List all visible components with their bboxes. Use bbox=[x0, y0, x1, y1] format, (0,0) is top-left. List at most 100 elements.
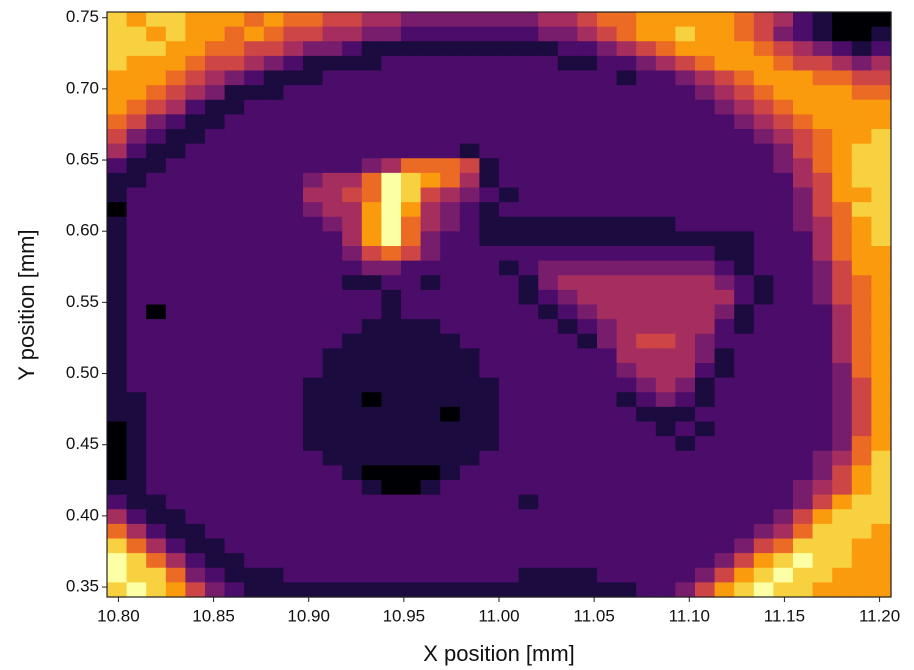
heatmap-cell bbox=[440, 187, 461, 203]
heatmap-cell bbox=[205, 216, 226, 232]
heatmap-cell bbox=[401, 99, 422, 115]
heatmap-cell bbox=[126, 363, 147, 379]
heatmap-cell bbox=[381, 70, 402, 86]
heatmap-cell bbox=[714, 55, 735, 72]
heatmap-cell bbox=[577, 85, 598, 101]
heatmap-cell bbox=[577, 582, 598, 598]
heatmap-cell bbox=[832, 304, 853, 320]
heatmap-cell bbox=[655, 172, 676, 189]
heatmap-cell bbox=[597, 436, 618, 452]
heatmap-cell bbox=[263, 465, 284, 481]
heatmap-cell bbox=[518, 12, 539, 28]
heatmap-cell bbox=[440, 55, 461, 72]
heatmap-cell bbox=[283, 231, 304, 247]
heatmap-cell bbox=[832, 480, 853, 496]
heatmap-cell bbox=[420, 99, 441, 115]
heatmap-cell bbox=[263, 70, 284, 86]
heatmap-cell bbox=[851, 187, 872, 203]
heatmap-cell bbox=[146, 231, 167, 247]
heatmap-cell bbox=[812, 260, 833, 276]
heatmap-cell bbox=[440, 216, 461, 232]
heatmap-cell bbox=[146, 392, 167, 408]
heatmap-cell bbox=[557, 377, 578, 393]
heatmap-cell bbox=[695, 99, 716, 115]
heatmap-cell bbox=[675, 436, 696, 452]
heatmap-cell bbox=[381, 538, 402, 554]
heatmap-cell bbox=[538, 363, 559, 379]
heatmap-cell bbox=[773, 538, 794, 554]
heatmap-cell bbox=[753, 26, 774, 42]
heatmap-cell bbox=[538, 406, 559, 423]
heatmap-cell bbox=[342, 114, 363, 130]
heatmap-cell bbox=[126, 494, 147, 510]
heatmap-cell bbox=[283, 187, 304, 203]
heatmap-cell bbox=[224, 41, 245, 57]
heatmap-cell bbox=[361, 55, 382, 72]
heatmap-cell bbox=[812, 55, 833, 72]
heatmap-cell bbox=[322, 333, 343, 349]
heatmap-cell bbox=[361, 41, 382, 57]
heatmap-cell bbox=[577, 246, 598, 262]
heatmap-cell bbox=[205, 70, 226, 86]
heatmap-cell bbox=[283, 363, 304, 379]
heatmap-cell bbox=[871, 114, 892, 130]
heatmap-cell bbox=[107, 260, 128, 276]
heatmap-cell bbox=[675, 85, 696, 101]
heatmap-cell bbox=[597, 26, 618, 42]
heatmap-cell bbox=[107, 363, 128, 379]
heatmap-cell bbox=[342, 480, 363, 496]
heatmap-cell bbox=[832, 158, 853, 174]
heatmap-cell bbox=[832, 538, 853, 554]
heatmap-cell bbox=[381, 523, 402, 540]
heatmap-cell bbox=[714, 231, 735, 247]
heatmap-cell bbox=[597, 41, 618, 57]
heatmap-cell bbox=[244, 202, 265, 218]
heatmap-cell bbox=[655, 12, 676, 28]
heatmap-cell bbox=[773, 509, 794, 525]
heatmap-cell bbox=[714, 172, 735, 189]
heatmap-cell bbox=[440, 538, 461, 554]
heatmap-cell bbox=[695, 450, 716, 466]
heatmap-cell bbox=[440, 246, 461, 262]
heatmap-cell bbox=[753, 319, 774, 335]
heatmap-cell bbox=[322, 553, 343, 569]
heatmap-cell bbox=[322, 231, 343, 247]
heatmap-cell bbox=[322, 567, 343, 583]
heatmap-cell bbox=[851, 582, 872, 598]
heatmap-cell bbox=[636, 421, 657, 437]
heatmap-cell bbox=[734, 567, 755, 583]
heatmap-cell bbox=[499, 421, 520, 437]
heatmap-cell bbox=[303, 363, 324, 379]
heatmap-cell bbox=[753, 567, 774, 583]
heatmap-cell bbox=[734, 114, 755, 130]
heatmap-cell bbox=[616, 187, 637, 203]
heatmap-cell bbox=[224, 246, 245, 262]
heatmap-cell bbox=[283, 85, 304, 101]
heatmap-cell bbox=[753, 216, 774, 232]
heatmap-cell bbox=[126, 70, 147, 86]
heatmap-cell bbox=[224, 333, 245, 349]
heatmap-cell bbox=[636, 289, 657, 306]
heatmap-cell bbox=[695, 494, 716, 510]
heatmap-cell bbox=[401, 260, 422, 276]
heatmap-cell bbox=[655, 465, 676, 481]
heatmap-cell bbox=[205, 480, 226, 496]
heatmap-cell bbox=[714, 99, 735, 115]
heatmap-cell bbox=[793, 304, 814, 320]
heatmap-cell bbox=[342, 275, 363, 291]
heatmap-cell bbox=[616, 450, 637, 466]
heatmap-cell bbox=[793, 377, 814, 393]
heatmap-cell bbox=[695, 41, 716, 57]
heatmap-cell bbox=[714, 523, 735, 540]
heatmap-cell bbox=[518, 114, 539, 130]
heatmap-cell bbox=[832, 567, 853, 583]
heatmap-cell bbox=[597, 231, 618, 247]
heatmap-cell bbox=[538, 465, 559, 481]
heatmap-cell bbox=[205, 582, 226, 598]
heatmap-cell bbox=[401, 494, 422, 510]
heatmap-cell bbox=[479, 392, 500, 408]
heatmap-cell bbox=[616, 55, 637, 72]
heatmap-cell bbox=[851, 436, 872, 452]
heatmap-cell bbox=[636, 377, 657, 393]
heatmap-cell bbox=[871, 406, 892, 423]
